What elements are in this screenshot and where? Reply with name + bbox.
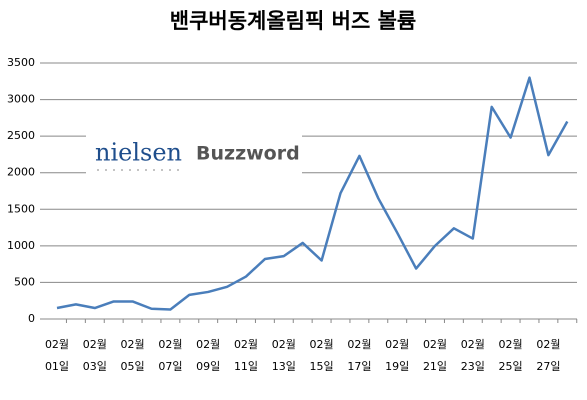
y-tick-label: 2000 [7, 166, 35, 179]
y-tick-label: 1500 [7, 202, 35, 215]
logo-product: Buzzword [196, 143, 300, 165]
y-tick-label: 3500 [7, 56, 35, 69]
x-tick-label: 02월 13일 [271, 338, 296, 373]
x-tick-label: 02월 07일 [158, 338, 183, 373]
data-line [56, 76, 569, 311]
y-tick-label: 1000 [7, 239, 35, 252]
x-tick-label: 02월 19일 [385, 338, 410, 373]
y-tick-label: 0 [28, 312, 35, 325]
x-tick-label: 02월 21일 [422, 338, 448, 373]
x-tick-label: 02월 23일 [460, 338, 485, 373]
y-tick-label: 3000 [7, 93, 35, 106]
x-tick-label: 02월 11일 [233, 338, 259, 373]
x-tick-label: 02월 03일 [82, 338, 107, 373]
x-tick-label: 02월 27일 [536, 338, 561, 373]
x-tick-label: 02월 09일 [196, 338, 221, 373]
x-tick-label: 02월 01일 [44, 338, 70, 373]
y-tick-label: 500 [14, 275, 35, 288]
x-tick-label: 02월 05일 [120, 338, 145, 373]
x-tick-label: 02월 25일 [498, 338, 523, 373]
x-tick-label: 02월 15일 [309, 338, 334, 373]
logo-brand: nielsen [95, 139, 182, 167]
chart-title: 밴쿠버동계올림픽 버즈 볼륨 [170, 9, 416, 33]
y-tick-label: 2500 [7, 129, 35, 142]
x-tick-label: 02월 17일 [347, 338, 372, 373]
